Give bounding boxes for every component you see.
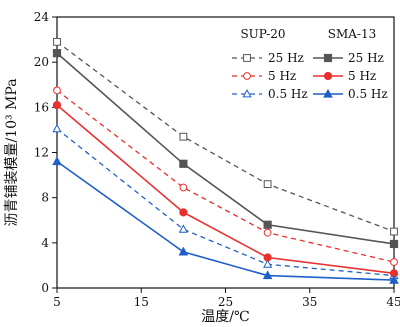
x-tick-label: 5 (53, 295, 61, 309)
series-line (56, 160, 395, 281)
square-marker (263, 220, 272, 229)
legend-heading: SUP-20 (240, 27, 285, 41)
legend: SUP-20 25 Hz 5 Hz 0.5 Hz SMA-13 25 Hz 5 Hz 0.5 … (232, 27, 388, 101)
y-tick-label: 8 (41, 191, 49, 205)
square-marker (389, 239, 399, 249)
legend-label: 25 Hz (268, 51, 304, 65)
triangle-marker (52, 123, 62, 133)
triangle-marker (262, 270, 273, 280)
triangle-marker (263, 259, 273, 268)
y-tick-label: 24 (34, 10, 50, 24)
triangle-marker (52, 156, 62, 166)
x-axis-label: 温度/℃ (201, 309, 249, 325)
y-tick-label: 4 (41, 236, 49, 250)
circle-marker (323, 71, 333, 81)
square-marker (53, 37, 61, 46)
triangle-marker (389, 274, 399, 284)
x-tick-label: 15 (134, 295, 149, 309)
y-tick-label: 16 (34, 100, 49, 114)
x-tick-label: 35 (302, 295, 317, 309)
square-marker (323, 53, 333, 63)
x-tick-label: 25 (218, 295, 233, 309)
square-marker (263, 180, 272, 189)
x-tick-label: 45 (386, 295, 400, 309)
circle-marker (179, 208, 188, 217)
square-marker (390, 227, 398, 236)
square-marker (179, 132, 188, 141)
axes: 5 15 25 35 45 0 4 8 12 16 20 24 (34, 10, 400, 309)
y-tick-label: 12 (34, 146, 49, 160)
series-line (56, 89, 395, 263)
legend-label: 5 Hz (348, 69, 376, 83)
legend-label: 5 Hz (268, 69, 296, 83)
y-tick-label: 20 (34, 55, 49, 69)
circle-marker (263, 253, 272, 262)
y-tick-label: 0 (41, 281, 49, 295)
circle-marker (243, 72, 251, 80)
legend-heading: SMA-13 (328, 27, 377, 41)
series-line (56, 52, 395, 245)
circle-marker (390, 258, 398, 266)
legend-label: 0.5 Hz (348, 87, 388, 101)
legend-label: 25 Hz (348, 51, 384, 65)
legend-label: 0.5 Hz (268, 87, 308, 101)
circle-marker (52, 100, 62, 110)
series-line (56, 128, 395, 277)
series-line (56, 41, 395, 233)
series-sma-13-25hz (52, 49, 399, 249)
circle-marker (53, 86, 61, 95)
circle-marker (179, 183, 188, 192)
triangle-marker (178, 224, 188, 233)
series-sup-20-5hz (53, 86, 398, 266)
y-axis-label: 沥青铺装模量/10³ MPa (4, 78, 20, 226)
series-sma-13-0.5hz (52, 156, 399, 284)
square-marker (179, 159, 188, 168)
square-marker (243, 54, 251, 62)
circle-marker (263, 228, 272, 237)
series-sma-13-5hz (52, 100, 399, 278)
series-layer (52, 37, 399, 284)
series-sup-20-0.5hz (52, 123, 399, 280)
series-sup-20-25hz (53, 37, 398, 236)
series-line (56, 104, 395, 275)
triangle-marker (323, 88, 333, 98)
triangle-marker (242, 89, 252, 98)
triangle-marker (178, 246, 189, 256)
square-marker (52, 49, 62, 58)
